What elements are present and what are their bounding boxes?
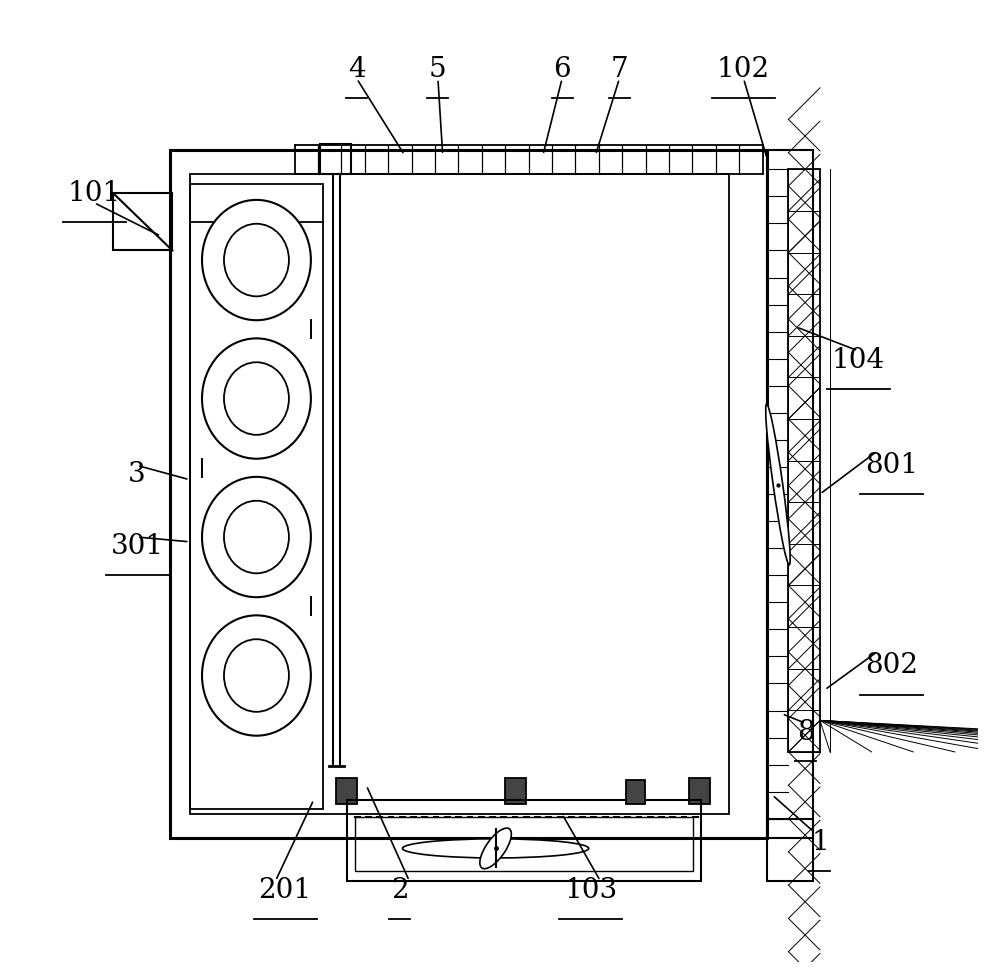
Polygon shape (626, 780, 645, 804)
Text: 201: 201 (259, 877, 312, 904)
Text: 8: 8 (797, 719, 814, 746)
Text: 101: 101 (67, 179, 121, 206)
Text: 801: 801 (865, 452, 918, 479)
Ellipse shape (202, 338, 311, 458)
Ellipse shape (480, 828, 511, 869)
Text: 103: 103 (564, 877, 617, 904)
Ellipse shape (224, 501, 289, 574)
Ellipse shape (202, 477, 311, 597)
Ellipse shape (202, 615, 311, 735)
Ellipse shape (766, 404, 790, 565)
Polygon shape (505, 778, 526, 804)
Text: 6: 6 (553, 55, 571, 82)
Polygon shape (336, 778, 357, 804)
Text: 802: 802 (865, 652, 918, 679)
Text: 7: 7 (611, 55, 628, 82)
Text: 2: 2 (391, 877, 409, 904)
Text: 301: 301 (110, 533, 164, 560)
Ellipse shape (202, 200, 311, 320)
Text: 5: 5 (429, 55, 447, 82)
Ellipse shape (402, 839, 589, 858)
Text: 104: 104 (832, 347, 885, 374)
Ellipse shape (224, 362, 289, 435)
Text: 1: 1 (811, 829, 829, 857)
Text: 4: 4 (348, 55, 366, 82)
Polygon shape (689, 778, 710, 804)
Text: 102: 102 (717, 55, 770, 82)
Ellipse shape (224, 640, 289, 712)
Ellipse shape (224, 224, 289, 297)
Text: 3: 3 (128, 461, 146, 488)
